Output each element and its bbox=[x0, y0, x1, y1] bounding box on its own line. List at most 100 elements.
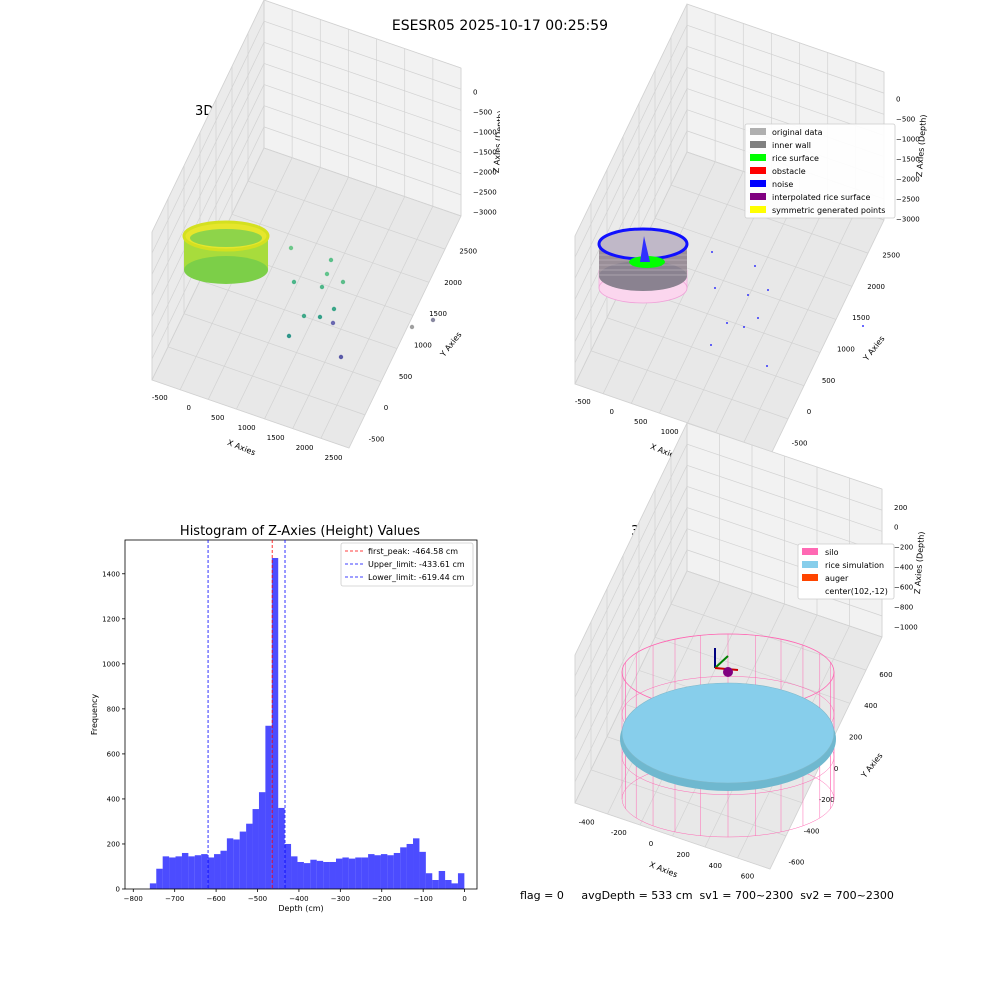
legend-label: Lower_limit: -619.44 cm bbox=[368, 573, 465, 582]
x-tick-label: 1000 bbox=[661, 428, 679, 436]
gridline bbox=[151, 126, 462, 360]
histogram-bar bbox=[169, 857, 176, 889]
histogram-bar bbox=[380, 854, 388, 889]
histogram-bar bbox=[425, 873, 433, 889]
gridline bbox=[151, 20, 462, 254]
z-axis-label: Z Axies (Depth) bbox=[492, 110, 500, 173]
panel1-3d-plot: -500 0 500 1000 1500 2000 2500 -500 0 500 1000 1500… bbox=[151, 0, 500, 462]
gridline bbox=[574, 570, 883, 804]
legend-label: obstacle bbox=[772, 167, 806, 176]
histogram-bar bbox=[278, 807, 285, 889]
histogram-bar bbox=[342, 857, 349, 889]
legend-label: first_peak: -464.58 cm bbox=[368, 547, 458, 556]
z-tick-label: 200 bbox=[894, 504, 907, 512]
legend-label: rice surface bbox=[772, 154, 819, 163]
center-axis-y bbox=[714, 655, 729, 669]
z-tick-label: −200 bbox=[894, 544, 913, 552]
x-tick-label: −700 bbox=[165, 895, 184, 903]
histogram-bar bbox=[457, 873, 465, 889]
histogram-chart: −800 −700 −600 −500 −400 −300 −200 −100 0 0 200 400… bbox=[90, 539, 478, 913]
histogram-bar bbox=[207, 857, 215, 889]
y-tick-label: -500 bbox=[369, 435, 385, 443]
outlier-point bbox=[338, 354, 344, 360]
y-tick-label: -600 bbox=[788, 859, 804, 867]
z-tick-label: −800 bbox=[894, 604, 913, 612]
histogram-bar bbox=[233, 839, 240, 889]
histogram-bar bbox=[220, 850, 227, 889]
x-axis-label: Depth (cm) bbox=[278, 904, 323, 913]
histogram-bar bbox=[451, 883, 458, 889]
x-tick-label: 2000 bbox=[296, 444, 314, 452]
histogram-bar bbox=[368, 854, 375, 889]
y-tick-label: 2500 bbox=[459, 247, 477, 255]
noise-point bbox=[726, 322, 728, 324]
outlier-point bbox=[340, 279, 346, 285]
outlier-point bbox=[291, 279, 297, 285]
y-tick-label: 600 bbox=[107, 750, 120, 758]
x-tick-label: 0 bbox=[610, 408, 614, 416]
z-tick-label: −500 bbox=[896, 116, 915, 124]
z-axis-label: Z Axies (Depth) bbox=[915, 114, 928, 177]
legend-label: original data bbox=[772, 128, 823, 137]
gridline bbox=[151, 62, 462, 296]
gridline bbox=[574, 45, 885, 279]
x-tick-label: 400 bbox=[709, 862, 722, 870]
histogram-bar bbox=[181, 852, 189, 889]
z-tick-label: −1000 bbox=[896, 136, 920, 144]
x-tick-label: −200 bbox=[372, 895, 391, 903]
legend-label: symmetric generated points bbox=[772, 206, 885, 215]
x-tick-label: -500 bbox=[575, 398, 591, 406]
y-tick-label: 200 bbox=[849, 733, 862, 741]
histogram-bar bbox=[162, 856, 170, 889]
rice-surface bbox=[621, 682, 835, 784]
histogram-bar bbox=[316, 860, 324, 889]
y-tick-label: 2000 bbox=[444, 279, 462, 287]
noise-point bbox=[714, 287, 716, 289]
histogram-bar bbox=[406, 843, 414, 889]
outlier-point bbox=[288, 245, 294, 251]
noise-point bbox=[754, 265, 756, 267]
y-tick-label: -500 bbox=[792, 439, 808, 447]
histogram-bar bbox=[188, 856, 195, 889]
legend-label: auger bbox=[825, 574, 849, 583]
y-tick-label: -400 bbox=[804, 827, 820, 835]
noise-point bbox=[710, 344, 712, 346]
x-tick-label: −600 bbox=[206, 895, 225, 903]
legend-swatch bbox=[750, 180, 766, 187]
legend-label: noise bbox=[772, 180, 793, 189]
x-tick-label: 0 bbox=[649, 840, 653, 848]
y-tick-label: 500 bbox=[399, 373, 412, 381]
outlier-point bbox=[301, 313, 307, 319]
y-tick-label: -200 bbox=[819, 796, 835, 804]
z-tick-label: −2000 bbox=[896, 176, 920, 184]
figure-title: ESESR05 2025-10-17 00:25:59 bbox=[391, 18, 609, 34]
y-tick-label: 500 bbox=[822, 377, 835, 385]
y-tick-label: 400 bbox=[107, 795, 120, 803]
outlier-point bbox=[328, 257, 334, 263]
z-tick-label: −1000 bbox=[894, 624, 918, 632]
legend-swatch bbox=[750, 141, 766, 148]
histogram-bar bbox=[252, 809, 259, 889]
legend-swatch bbox=[802, 548, 818, 555]
histogram-bar bbox=[149, 883, 157, 889]
z-tick-label: −500 bbox=[473, 109, 492, 117]
histogram-bar bbox=[413, 838, 420, 889]
legend-box bbox=[744, 123, 896, 219]
histogram-bar bbox=[226, 838, 234, 889]
noise-point bbox=[747, 294, 749, 296]
histogram-bar bbox=[393, 852, 401, 889]
y-tick-label: 800 bbox=[107, 705, 120, 713]
gridline bbox=[151, 0, 462, 233]
legend-swatch bbox=[750, 206, 766, 213]
legend-swatch bbox=[750, 167, 766, 174]
z-tick-label: −2000 bbox=[473, 169, 497, 177]
x-tick-label: -500 bbox=[152, 394, 168, 402]
outlier-point bbox=[286, 333, 292, 339]
legend-label: rice simulation bbox=[825, 561, 884, 570]
legend-label: silo bbox=[825, 548, 839, 557]
gridline bbox=[574, 443, 883, 677]
y-axis-label: Y Axies bbox=[859, 751, 885, 780]
z-tick-label: −1000 bbox=[473, 129, 497, 137]
noise-spike bbox=[640, 236, 650, 262]
z-tick-label: 0 bbox=[473, 89, 477, 97]
